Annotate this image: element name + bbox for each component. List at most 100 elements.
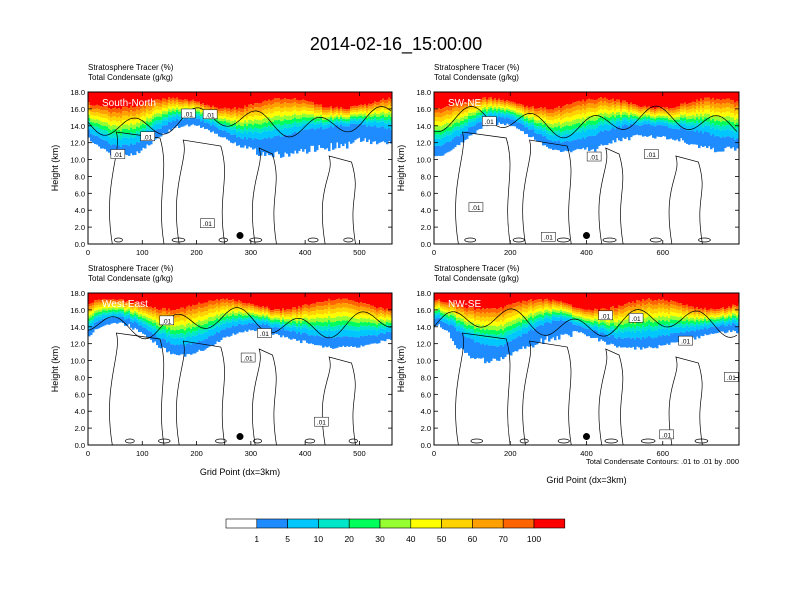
y-tick-label: 0.0 [75, 441, 85, 450]
contour-line [252, 348, 277, 445]
colorbar-swatch [441, 518, 473, 529]
y-tick-label: 8.0 [421, 373, 431, 382]
contour-label-text: .01 [662, 432, 671, 439]
panel-label: NW-SE [448, 299, 481, 310]
y-axis-label: Height (km) [50, 145, 60, 192]
y-tick-label: 10.0 [70, 156, 85, 165]
x-tick-label: 500 [353, 449, 366, 458]
contour-blob [698, 237, 711, 243]
panel-title-line: Stratosphere Tracer (%) [88, 264, 174, 273]
contour-line [321, 155, 356, 244]
contour-label-text: .01 [260, 331, 269, 338]
colorbar-label: 5 [285, 534, 290, 544]
contour-line [668, 356, 703, 445]
tracer-field [434, 293, 739, 364]
y-tick-label: 0.0 [421, 441, 431, 450]
contour-blob [249, 237, 263, 243]
y-axis-label: Height (km) [396, 346, 406, 393]
contour-line [434, 105, 738, 139]
condensate-contours [434, 308, 738, 445]
y-tick-label: 6.0 [421, 189, 431, 198]
plot-frame [87, 91, 393, 245]
contour-label-text: .01 [647, 152, 656, 159]
colorbar-label: 10 [314, 534, 324, 544]
y-tick-label: 16.0 [70, 105, 85, 114]
contour-line [455, 332, 511, 445]
contour-line [321, 356, 356, 445]
contour-label-text: .01 [143, 134, 152, 141]
contour-blob [215, 438, 227, 444]
y-tick-label: 16.0 [416, 306, 431, 315]
contour-label: .01 [628, 313, 644, 323]
y-tick-label: 0.0 [421, 240, 431, 249]
colorbar-swatch [318, 518, 350, 529]
plot-frame [87, 292, 393, 446]
contour-label-text: .01 [632, 316, 641, 323]
contour-blob [171, 237, 186, 243]
contour-label: .01 [202, 109, 218, 119]
contour-blob [470, 438, 483, 444]
contour-label-text: .01 [544, 235, 553, 242]
contour-label: .01 [678, 335, 693, 346]
x-tick-label: 0 [432, 248, 436, 257]
contour-blob [519, 438, 529, 444]
y-tick-label: 4.0 [75, 407, 85, 416]
contour-line [668, 155, 703, 244]
contour-blob [694, 438, 709, 444]
contour-label-text: .01 [203, 221, 212, 228]
x-tick-label: 200 [504, 248, 517, 257]
colorbar-label: 70 [498, 534, 508, 544]
y-tick-label: 2.0 [421, 223, 431, 232]
y-tick-label: 10.0 [70, 357, 85, 366]
y-tick-label: 10.0 [416, 156, 431, 165]
contour-blob [464, 237, 477, 243]
x-tick-label: 400 [299, 248, 312, 257]
y-tick-label: 14.0 [416, 323, 431, 332]
y-tick-label: 12.0 [70, 139, 85, 148]
panels: Stratosphere Tracer (%)Total Condensate … [50, 63, 740, 485]
contour-label: .01 [598, 310, 613, 320]
x-tick-label: 200 [190, 248, 203, 257]
colorbar-swatch [287, 518, 319, 529]
panel-title-line: Stratosphere Tracer (%) [434, 63, 520, 72]
panel-label: West-East [102, 299, 148, 310]
contour-label-text: .01 [206, 112, 215, 119]
contour-blob [218, 237, 229, 243]
x-tick-label: 300 [245, 449, 258, 458]
contour-blob [640, 438, 656, 444]
colorbar-swatch [533, 518, 566, 529]
y-tick-label: 14.0 [70, 323, 85, 332]
y-tick-label: 4.0 [421, 407, 431, 416]
x-tick-label: 0 [432, 449, 436, 458]
contour-label: .01 [724, 372, 739, 382]
contour-label-text: .01 [681, 339, 690, 346]
contour-label-text: .01 [244, 356, 253, 363]
panel-title-line: Total Condensate (g/kg) [434, 73, 519, 82]
contour-blob [253, 438, 262, 444]
x-tick-label: 400 [580, 449, 593, 458]
y-tick-label: 6.0 [75, 189, 85, 198]
contour-line [176, 340, 226, 445]
condensate-contours [88, 106, 392, 244]
contour-line [109, 131, 165, 244]
y-tick-label: 14.0 [416, 122, 431, 131]
condensate-contours [434, 105, 738, 244]
contour-blob [649, 237, 662, 243]
colorbar-swatch [256, 518, 288, 529]
location-marker [583, 433, 590, 441]
colorbar-label: 40 [406, 534, 416, 544]
y-tick-label: 2.0 [421, 424, 431, 433]
contour-blob [307, 237, 319, 243]
panel-title-line: Stratosphere Tracer (%) [434, 264, 520, 273]
contour-label-text: .01 [485, 119, 494, 126]
x-tick-label: 200 [190, 449, 203, 458]
contour-label: .01 [541, 231, 556, 242]
location-marker [236, 232, 244, 240]
panel-label: SW-NE [448, 98, 481, 109]
contour-label: .01 [110, 149, 126, 159]
colorbar-label: 100 [527, 534, 541, 544]
tracer-field [434, 92, 739, 157]
x-tick-label: 600 [656, 248, 669, 257]
location-marker [583, 232, 590, 240]
